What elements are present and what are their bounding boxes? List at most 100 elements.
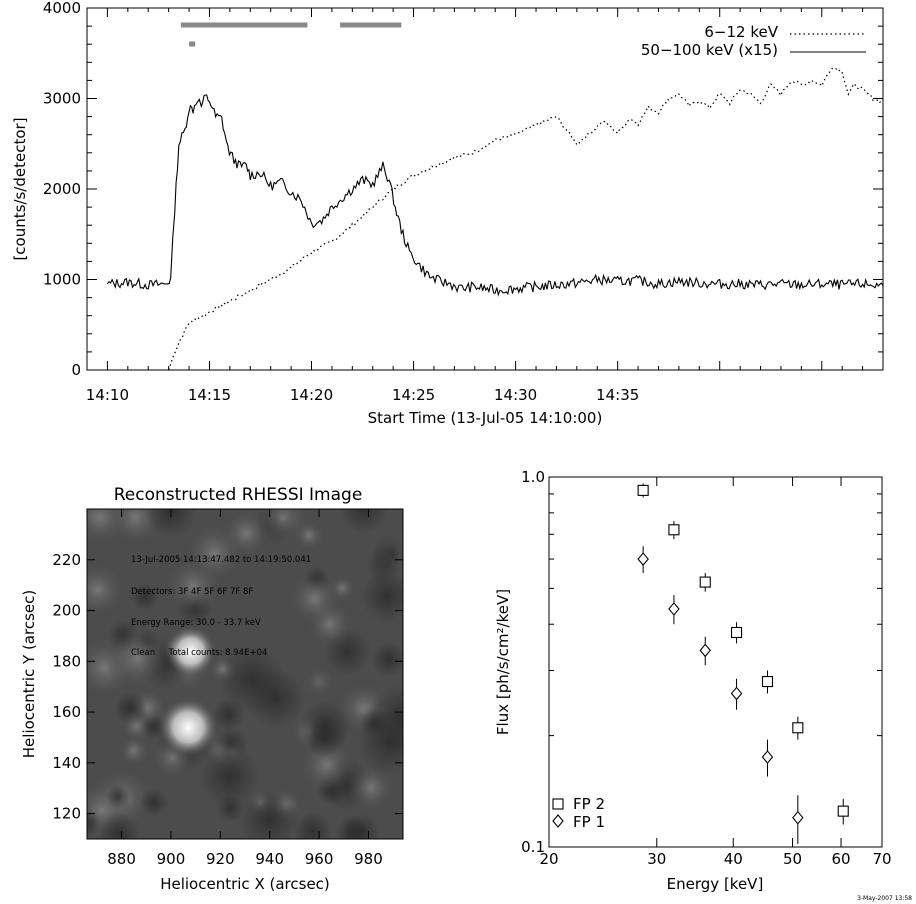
spectrum-xlabel: Energy [keV] [667, 875, 764, 893]
image-x-tick-label: 960 [305, 850, 334, 868]
spectrum-x-tick-label: 60 [831, 850, 850, 868]
annotation-bars [180, 22, 402, 47]
spectrum-y-tick-label: 0.1 [521, 838, 545, 856]
image-annotation-time: 13-Jul-2005 14:13:47.482 to 14:19:50.041 [131, 555, 311, 565]
spectrum-y-tick-label: 1.0 [521, 468, 545, 486]
point-fp1 [761, 750, 774, 764]
image-y-tick-label: 140 [52, 754, 81, 772]
image-texture [371, 533, 403, 577]
image-texture [303, 715, 346, 758]
y-tick-label: 1000 [43, 271, 81, 289]
x-tick-label: 14:20 [290, 386, 333, 404]
annotation-bar [180, 22, 308, 28]
image-texture [87, 509, 130, 547]
image-xlabel: Heliocentric X (arcsec) [160, 875, 330, 893]
image-y-tick-label: 180 [52, 652, 81, 670]
lightcurve-panel: 14:10 14:15 14:20 14:25 14:30 14:35 0 1000 2000 3… [11, 0, 884, 427]
image-annotation-detectors: Detectors: 3F 4F 5F 6F 7F 8F [131, 587, 253, 597]
rhessi-image-panel: Reconstructed RHESSI Image 880 900 920 940 9… [20, 485, 404, 893]
point-fp1 [792, 810, 804, 825]
x-tick-label: 14:15 [188, 386, 231, 404]
image-texture [246, 669, 306, 728]
point-fp2 [792, 722, 804, 734]
series-50-100kev [106, 94, 884, 297]
legend-label-6-12kev: 6−12 keV [704, 23, 778, 41]
x-tick-label: 14:35 [596, 386, 639, 404]
point-fp2 [637, 484, 649, 496]
image-annotation-energy: Energy Range: 30.0 - 33.7 keV [131, 618, 261, 628]
lightcurve-legend: 6−12 keV 50−100 keV (x15) [641, 23, 866, 59]
spectrum-legend: FP 2 FP 1 [552, 795, 605, 831]
image-y-tick-label: 160 [52, 703, 81, 721]
legend-marker-fp1 [552, 814, 564, 828]
annotation-bar [340, 22, 402, 28]
lightcurve-xlabel: Start Time (13-Jul-05 14:10:00) [368, 409, 603, 427]
image-texture [106, 784, 131, 809]
image-ylabel: Heliocentric Y (arcsec) [20, 590, 38, 758]
image-texture [117, 734, 150, 767]
image-texture [87, 809, 101, 838]
image-ticks: 880 900 920 940 960 980 120 140 160 180 200 220 [52, 509, 403, 868]
image-annotations: 13-Jul-2005 14:13:47.482 to 14:19:50.041… [131, 555, 311, 658]
y-tick-label: 2000 [43, 180, 81, 198]
image-annotation-counts: Clean Total counts: 8.94E+04 [131, 648, 267, 658]
image-texture [87, 561, 126, 619]
image-raster [87, 509, 403, 839]
image-texture [367, 685, 403, 751]
image-texture [346, 763, 396, 812]
image-source [165, 625, 217, 677]
image-texture [293, 519, 325, 552]
image-texture [131, 582, 159, 611]
image-texture [239, 790, 299, 839]
x-tick-label: 14:30 [494, 386, 537, 404]
legend-marker-fp2 [552, 798, 564, 810]
image-x-tick-label: 880 [107, 850, 136, 868]
image-texture [292, 811, 333, 839]
image-x-tick-label: 920 [206, 850, 235, 868]
point-fp1 [668, 602, 680, 616]
image-texture [105, 626, 169, 690]
image-texture [288, 572, 341, 626]
series-6-12kev [168, 67, 884, 371]
lightcurve-ticks: 14:10 14:15 14:20 14:25 14:30 14:35 0 1000 2000 3… [43, 0, 884, 404]
spectrum-points [637, 483, 849, 844]
lightcurve-frame [86, 7, 884, 371]
spectrum-x-tick-label: 40 [724, 850, 743, 868]
spectrum-frame [548, 476, 883, 848]
image-source [158, 697, 219, 758]
spectrum-panel: 20 30 40 50 60 70 0.1 1.0 Energy [keV] Flux [ph… [494, 468, 892, 893]
y-tick-label: 4000 [43, 0, 81, 17]
image-texture [97, 812, 141, 839]
image-y-tick-label: 220 [52, 551, 81, 569]
y-tick-label: 0 [71, 361, 81, 379]
image-texture [209, 655, 237, 683]
lightcurve-ylabel: [counts/s/detector] [11, 117, 29, 260]
spectrum-x-tick-label: 50 [783, 850, 802, 868]
image-y-tick-label: 120 [52, 805, 81, 823]
point-fp2 [761, 676, 774, 688]
footer-stamp: 3-May-2007 13:58 [857, 895, 912, 902]
y-tick-label: 3000 [43, 90, 81, 108]
image-texture [335, 815, 370, 839]
image-texture [139, 788, 169, 817]
image-x-tick-label: 940 [255, 850, 284, 868]
image-texture [184, 523, 245, 583]
point-fp1 [637, 552, 649, 566]
image-x-tick-label: 900 [157, 850, 186, 868]
legend-label-50-100kev: 50−100 keV (x15) [641, 41, 778, 59]
legend-label-fp2: FP 2 [573, 795, 605, 813]
spectrum-x-tick-label: 20 [539, 850, 558, 868]
image-texture [371, 641, 403, 677]
annotation-bar [189, 41, 196, 47]
image-texture [200, 747, 260, 807]
image-texture [120, 710, 152, 742]
spectrum-x-tick-label: 70 [872, 850, 891, 868]
legend-label-fp1: FP 1 [573, 813, 605, 831]
image-source [302, 665, 336, 699]
point-fp2 [730, 626, 743, 639]
spectrum-ylabel: Flux [ph/s/cm²/keV] [494, 589, 512, 735]
image-frame [86, 508, 404, 840]
point-fp2 [699, 576, 711, 588]
image-y-tick-label: 200 [52, 602, 81, 620]
